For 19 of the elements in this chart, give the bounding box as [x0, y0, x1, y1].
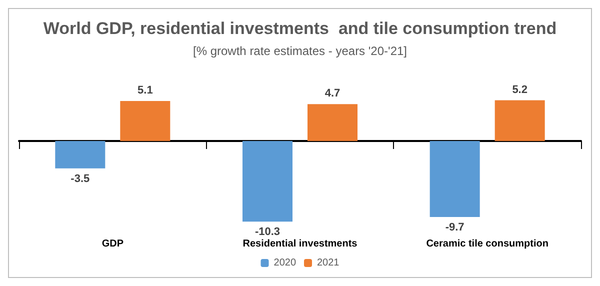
- data-label: 4.7: [324, 88, 340, 100]
- bar: [308, 104, 358, 141]
- chart-subtitle: [% growth rate estimates - years '20-'21]: [192, 44, 408, 58]
- legend-label: 2021: [317, 258, 340, 268]
- x-tick-label: GDP: [102, 238, 124, 250]
- bar: [430, 141, 480, 217]
- bar: [242, 141, 292, 222]
- legend-label: 2020: [274, 258, 296, 268]
- data-label: 5.1: [138, 84, 153, 97]
- data-label: -3.5: [70, 172, 90, 185]
- bar: [55, 141, 106, 168]
- bar: [120, 101, 170, 141]
- bar: [494, 100, 545, 141]
- data-label: -9.7: [445, 221, 464, 234]
- x-tick-label: Residential investments: [242, 238, 358, 250]
- data-label: -10.3: [254, 226, 280, 238]
- x-tick-label: Ceramic tile consumption: [426, 238, 548, 250]
- chart-title: World GDP, residential investments and tile consumption trend: [43, 19, 557, 38]
- data-label: 5.2: [512, 84, 528, 96]
